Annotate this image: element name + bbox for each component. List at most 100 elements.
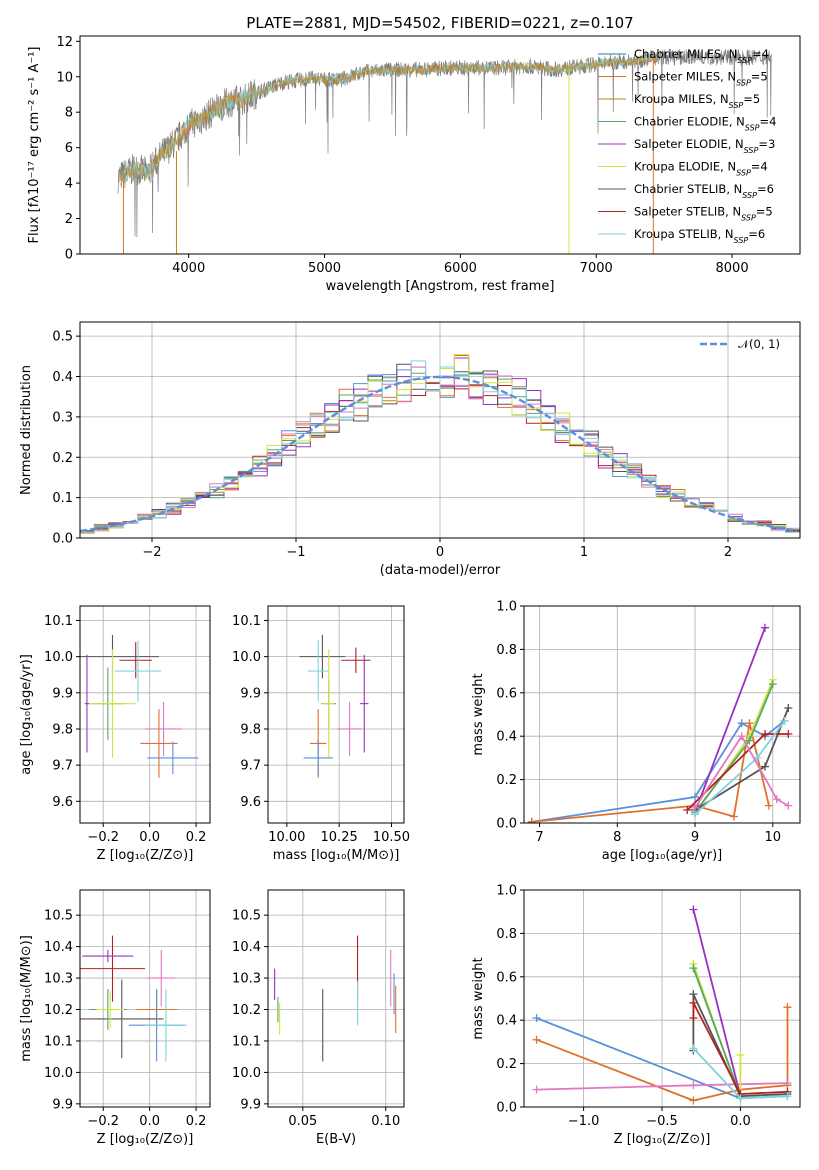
data-point [729, 812, 738, 821]
y-tick-label: 0.8 [496, 927, 517, 942]
data-point [736, 1094, 745, 1103]
y-tick-label: 10 [56, 70, 73, 85]
x-tick-label: 0.0 [139, 1114, 160, 1129]
x-tick-label: 0 [436, 545, 444, 560]
x-tick-label: 8 [613, 830, 621, 845]
y-axis-label: mass weight [471, 957, 486, 1039]
y-tick-label: 9.8 [52, 722, 73, 737]
data-point [689, 1096, 698, 1105]
legend-subscript: SSP [745, 123, 760, 132]
data-point [689, 998, 698, 1007]
data-point [683, 805, 692, 814]
series-line [692, 909, 742, 1097]
legend-label: Chabrier STELIB, NSSP=6 [634, 182, 774, 200]
y-tick-label: 0.4 [496, 1014, 517, 1029]
histogram-plot [80, 354, 800, 537]
y-tick-label: 10.2 [232, 1003, 261, 1018]
y-tick-label: 0.1 [52, 491, 73, 506]
model-spectrum-line [120, 53, 660, 186]
x-tick-label: 7 [535, 830, 543, 845]
x-axis-label: Z [log₁₀(Z/Z⊙)] [614, 1132, 711, 1147]
x-tick-label: 6000 [444, 261, 477, 276]
axes-frame [267, 889, 405, 1108]
axes-frame [79, 605, 211, 824]
mass-vs-Z-plot [80, 935, 187, 1062]
histogram-steps [80, 360, 800, 533]
data-point [772, 795, 781, 804]
x-tick-label: 0.0 [730, 1114, 751, 1129]
y-axis-label: mass weight [471, 673, 486, 755]
y-tick-label: 9.9 [240, 1097, 261, 1112]
x-axis-label: (data-model)/error [380, 563, 501, 578]
y-tick-label: 12 [56, 35, 73, 50]
data-point [737, 719, 746, 728]
x-tick-label: 0.2 [186, 830, 207, 845]
x-axis-label: E(B-V) [316, 1132, 356, 1147]
y-tick-label: 9.6 [240, 795, 261, 810]
legend-subscript: SSP [741, 213, 756, 222]
y-axis-label: Normed distribution [19, 365, 34, 495]
legend-subscript: SSP [734, 236, 749, 245]
data-point [689, 964, 698, 973]
data-point [532, 1035, 541, 1044]
data-point [689, 905, 698, 914]
y-tick-label: 10.0 [44, 650, 73, 665]
y-tick-label: 0.0 [52, 532, 73, 547]
legend-label: Salpeter ELODIE, NSSP=3 [634, 137, 775, 155]
y-tick-label: 10.3 [232, 972, 261, 987]
legend-value: =4 [752, 47, 769, 61]
y-tick-label: 10.4 [232, 940, 261, 955]
y-tick-label: 0 [65, 248, 73, 263]
x-tick-label: −0.5 [646, 1114, 678, 1129]
legend-subscript: SSP [729, 101, 744, 110]
y-tick-label: 0.6 [496, 686, 517, 701]
x-axis-label: wavelength [Angstrom, rest frame] [326, 279, 555, 294]
legend-value: =4 [760, 115, 777, 129]
axes-frame [79, 889, 211, 1108]
x-tick-label: 1 [580, 545, 588, 560]
y-tick-label: 10.0 [44, 1066, 73, 1081]
y-tick-label: 0.2 [52, 451, 73, 466]
legend-subscript: SSP [736, 168, 751, 177]
y-tick-label: 0.0 [496, 1101, 517, 1116]
x-tick-label: 0.05 [288, 1114, 317, 1129]
y-tick-label: 0.4 [496, 730, 517, 745]
data-point [527, 817, 536, 823]
data-point [783, 1079, 792, 1088]
data-point [761, 730, 770, 739]
x-tick-label: 0.2 [186, 1114, 207, 1129]
data-point [783, 1003, 792, 1012]
x-tick-label: 10 [765, 830, 782, 845]
legend-label: Salpeter STELIB, NSSP=5 [634, 205, 773, 223]
x-tick-label: 10.25 [321, 830, 358, 845]
y-axis-label: age [log₁₀(age/yr)] [19, 654, 34, 775]
data-point [736, 1050, 745, 1059]
x-tick-label: 2 [724, 545, 732, 560]
data-point [783, 1092, 792, 1101]
axes-frame [267, 605, 405, 824]
data-point [780, 717, 789, 726]
legend-value: =5 [743, 92, 760, 106]
y-axis-label: mass [log₁₀(M/M⊙)] [19, 935, 34, 1062]
spectrum-legend: Chabrier MILES, NSSP=4 Salpeter MILES, NS… [598, 47, 776, 245]
legend-value: =6 [757, 182, 774, 196]
series-line [694, 627, 766, 813]
data-point [768, 680, 777, 689]
data-point [532, 1014, 541, 1023]
x-tick-label: 4000 [172, 261, 205, 276]
data-point [689, 1081, 698, 1090]
age-vs-mass-axes: 10.00 10.25 10.50 9.6 9.7 9.8 9.9 10.0 10.1 mass … [232, 606, 410, 863]
x-tick-label: −2 [142, 545, 161, 560]
legend-subscript: SSP [744, 146, 759, 155]
y-tick-label: 0.4 [52, 370, 73, 385]
chart-title: PLATE=2881, MJD=54502, FIBERID=0221, z=0… [246, 14, 633, 32]
series-line [692, 1002, 788, 1095]
legend-label: Salpeter MILES, NSSP=5 [634, 70, 768, 88]
spectrum-axes: 4000 5000 6000 7000 8000 0 2 4 6 8 10 12 wavelength … [27, 35, 749, 294]
y-tick-label: 0.2 [496, 773, 517, 788]
x-axis-label: mass [log₁₀(M/M⊙)] [273, 848, 400, 863]
x-tick-label: 9 [691, 830, 699, 845]
y-tick-label: 10.3 [44, 972, 73, 987]
data-point [532, 1085, 541, 1094]
